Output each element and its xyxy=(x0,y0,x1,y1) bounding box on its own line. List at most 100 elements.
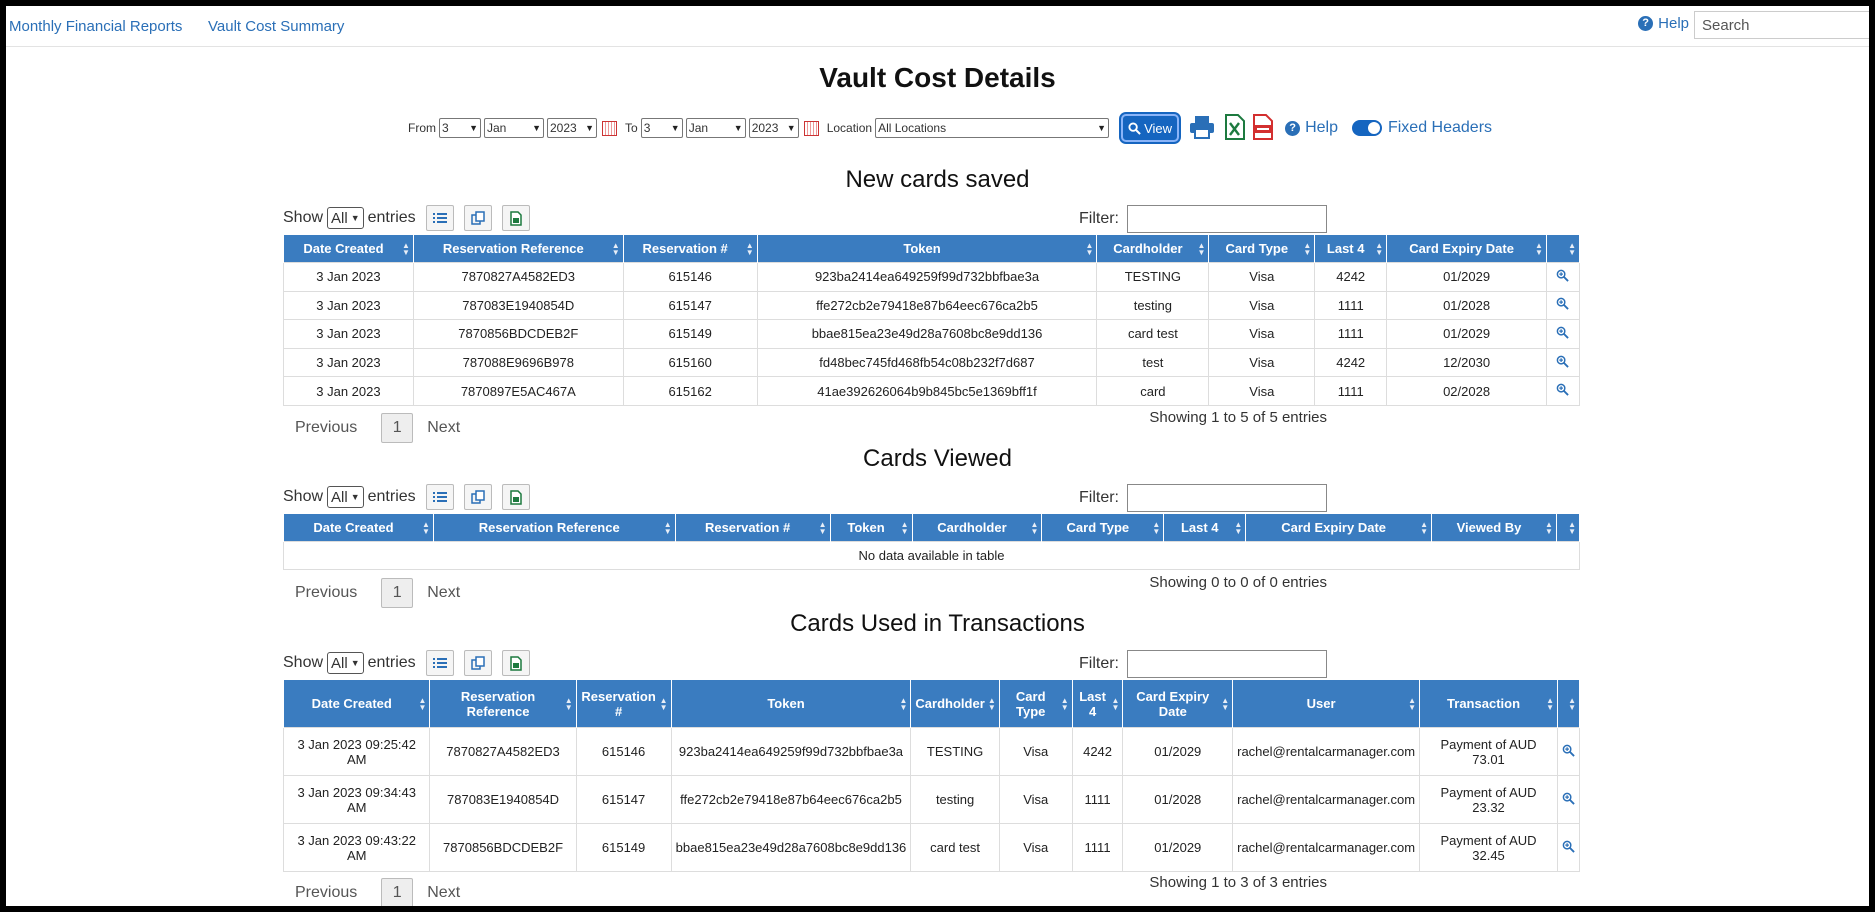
column-header[interactable]: Cardholder ▲ ▼ xyxy=(911,513,1043,542)
zoom-icon[interactable] xyxy=(1556,326,1570,339)
help-label: Help xyxy=(1305,119,1338,136)
column-header[interactable]: Token ▲ ▼ xyxy=(670,679,912,728)
monthly-financial-reports-link[interactable]: Monthly Financial Reports xyxy=(9,18,183,35)
column-visibility-button[interactable] xyxy=(425,650,454,676)
copy-button[interactable] xyxy=(463,650,492,676)
help-link-2[interactable]: ? Help xyxy=(1285,119,1338,137)
column-header[interactable]: Transaction ▲ ▼ xyxy=(1419,679,1558,728)
filter-input[interactable] xyxy=(1127,650,1327,678)
zoom-icon[interactable] xyxy=(1562,792,1575,805)
previous-button[interactable]: Previous xyxy=(295,419,358,436)
print-icon[interactable] xyxy=(1189,115,1215,142)
view-detail-cell[interactable] xyxy=(1545,376,1581,406)
column-header[interactable]: Last 4 ▲ ▼ xyxy=(1163,513,1247,542)
show-entries-select[interactable]: All ▼ xyxy=(327,207,364,229)
column-visibility-button[interactable] xyxy=(425,484,454,510)
zoom-icon[interactable] xyxy=(1562,840,1575,853)
from-year-select[interactable]: 2023 ▼ xyxy=(547,118,597,138)
column-header[interactable]: Last 4 ▲ ▼ xyxy=(1314,234,1388,263)
column-header[interactable]: Reservation Reference ▲ ▼ xyxy=(412,234,624,263)
table-cell: 787083E1940854D xyxy=(429,775,577,824)
copy-button[interactable] xyxy=(463,484,492,510)
column-header[interactable]: Card Expiry Date ▲ ▼ xyxy=(1245,513,1433,542)
excel-icon[interactable] xyxy=(1225,113,1246,143)
actions-column-header[interactable]: ▲ ▼ xyxy=(1555,513,1581,542)
previous-button[interactable]: Previous xyxy=(295,584,358,601)
from-day-select[interactable]: 3 ▼ xyxy=(439,118,481,138)
csv-export-button[interactable] xyxy=(501,484,530,510)
show-entries-select[interactable]: All ▼ xyxy=(327,486,364,508)
column-header[interactable]: Card Expiry Date ▲ ▼ xyxy=(1386,234,1547,263)
column-header[interactable]: Card Type ▲ ▼ xyxy=(1041,513,1165,542)
question-icon: ? xyxy=(1638,16,1654,31)
page-1-button[interactable]: 1 xyxy=(381,413,414,443)
page-1-button[interactable]: 1 xyxy=(381,578,414,608)
calendar-icon[interactable] xyxy=(803,120,819,136)
fixed-headers-toggle[interactable]: Fixed Headers xyxy=(1351,119,1492,137)
previous-button[interactable]: Previous xyxy=(295,884,358,901)
zoom-icon[interactable] xyxy=(1556,383,1570,396)
from-month-select[interactable]: Jan ▼ xyxy=(484,118,544,138)
column-header[interactable]: Date Created ▲ ▼ xyxy=(283,234,414,263)
zoom-icon[interactable] xyxy=(1556,297,1570,311)
view-detail-cell[interactable] xyxy=(1545,347,1581,378)
next-button[interactable]: Next xyxy=(427,884,461,901)
calendar-icon[interactable] xyxy=(602,120,617,136)
view-detail-cell[interactable] xyxy=(1557,823,1580,872)
to-year-select[interactable]: 2023 ▼ xyxy=(748,118,799,138)
column-header[interactable]: Reservation # ▲ ▼ xyxy=(674,513,831,542)
zoom-icon[interactable] xyxy=(1562,744,1575,757)
show-entries-select[interactable]: All ▼ xyxy=(327,652,364,674)
column-header[interactable]: Card Expiry Date ▲ ▼ xyxy=(1122,679,1234,728)
column-header[interactable]: Viewed By ▲ ▼ xyxy=(1431,513,1557,542)
sort-arrows-icon: ▲ ▼ xyxy=(1303,240,1312,257)
column-header[interactable]: Date Created ▲ ▼ xyxy=(283,513,434,542)
sort-arrows-icon: ▲ ▼ xyxy=(421,519,430,536)
view-detail-cell[interactable] xyxy=(1557,775,1580,824)
column-header[interactable]: Reservation Reference ▲ ▼ xyxy=(429,679,577,728)
actions-column-header[interactable]: ▲ ▼ xyxy=(1557,679,1580,728)
next-button[interactable]: Next xyxy=(427,584,461,601)
top-nav: Monthly Financial Reports Vault Cost Sum… xyxy=(6,6,1869,47)
zoom-icon[interactable] xyxy=(1556,355,1570,368)
actions-column-header[interactable]: ▲ ▼ xyxy=(1545,234,1581,263)
column-header-label: Reservation Reference xyxy=(478,520,620,535)
to-day-select[interactable]: 3 ▼ xyxy=(640,118,683,138)
help-link[interactable]: ? Help xyxy=(1638,15,1689,32)
sort-arrows-icon: ▲ ▼ xyxy=(1197,240,1206,257)
column-header[interactable]: Card Type ▲ ▼ xyxy=(998,679,1073,728)
vault-cost-summary-link[interactable]: Vault Cost Summary xyxy=(208,18,345,35)
to-label: To xyxy=(625,121,638,135)
pdf-icon[interactable] xyxy=(1253,113,1274,143)
copy-button[interactable] xyxy=(463,205,492,231)
column-header[interactable]: Token ▲ ▼ xyxy=(756,234,1098,263)
column-header[interactable]: Card Type ▲ ▼ xyxy=(1208,234,1316,263)
column-header[interactable]: User ▲ ▼ xyxy=(1232,679,1421,728)
location-select[interactable]: All Locations ▼ xyxy=(875,118,1110,138)
search-input[interactable] xyxy=(1694,11,1869,39)
zoom-icon[interactable] xyxy=(1556,269,1570,282)
column-header[interactable]: Reservation Reference ▲ ▼ xyxy=(432,513,676,542)
cards-used-title: Cards Used in Transactions xyxy=(790,610,1085,637)
column-header[interactable]: Reservation # ▲ ▼ xyxy=(575,679,672,728)
column-header[interactable]: Reservation # ▲ ▼ xyxy=(622,234,758,263)
column-header[interactable]: Cardholder ▲ ▼ xyxy=(1096,234,1210,263)
view-detail-cell[interactable] xyxy=(1545,319,1581,349)
csv-export-button[interactable] xyxy=(501,650,530,676)
table-cell: Visa xyxy=(1208,290,1316,321)
view-detail-cell[interactable] xyxy=(1545,290,1581,321)
next-button[interactable]: Next xyxy=(427,419,461,436)
column-header[interactable]: Token ▲ ▼ xyxy=(829,513,913,542)
csv-export-button[interactable] xyxy=(501,205,530,231)
view-button[interactable]: View xyxy=(1121,114,1180,142)
filter-input[interactable] xyxy=(1127,205,1327,233)
column-header[interactable]: Date Created ▲ ▼ xyxy=(282,679,431,728)
view-detail-cell[interactable] xyxy=(1545,262,1581,292)
column-visibility-button[interactable] xyxy=(425,205,454,231)
page-1-button[interactable]: 1 xyxy=(381,878,414,906)
to-month-select[interactable]: Jan ▼ xyxy=(685,118,746,138)
filter-input[interactable] xyxy=(1127,484,1327,512)
view-detail-cell[interactable] xyxy=(1557,727,1580,776)
column-header[interactable]: Last 4 ▲ ▼ xyxy=(1071,679,1124,728)
column-header[interactable]: Cardholder ▲ ▼ xyxy=(910,679,1000,728)
